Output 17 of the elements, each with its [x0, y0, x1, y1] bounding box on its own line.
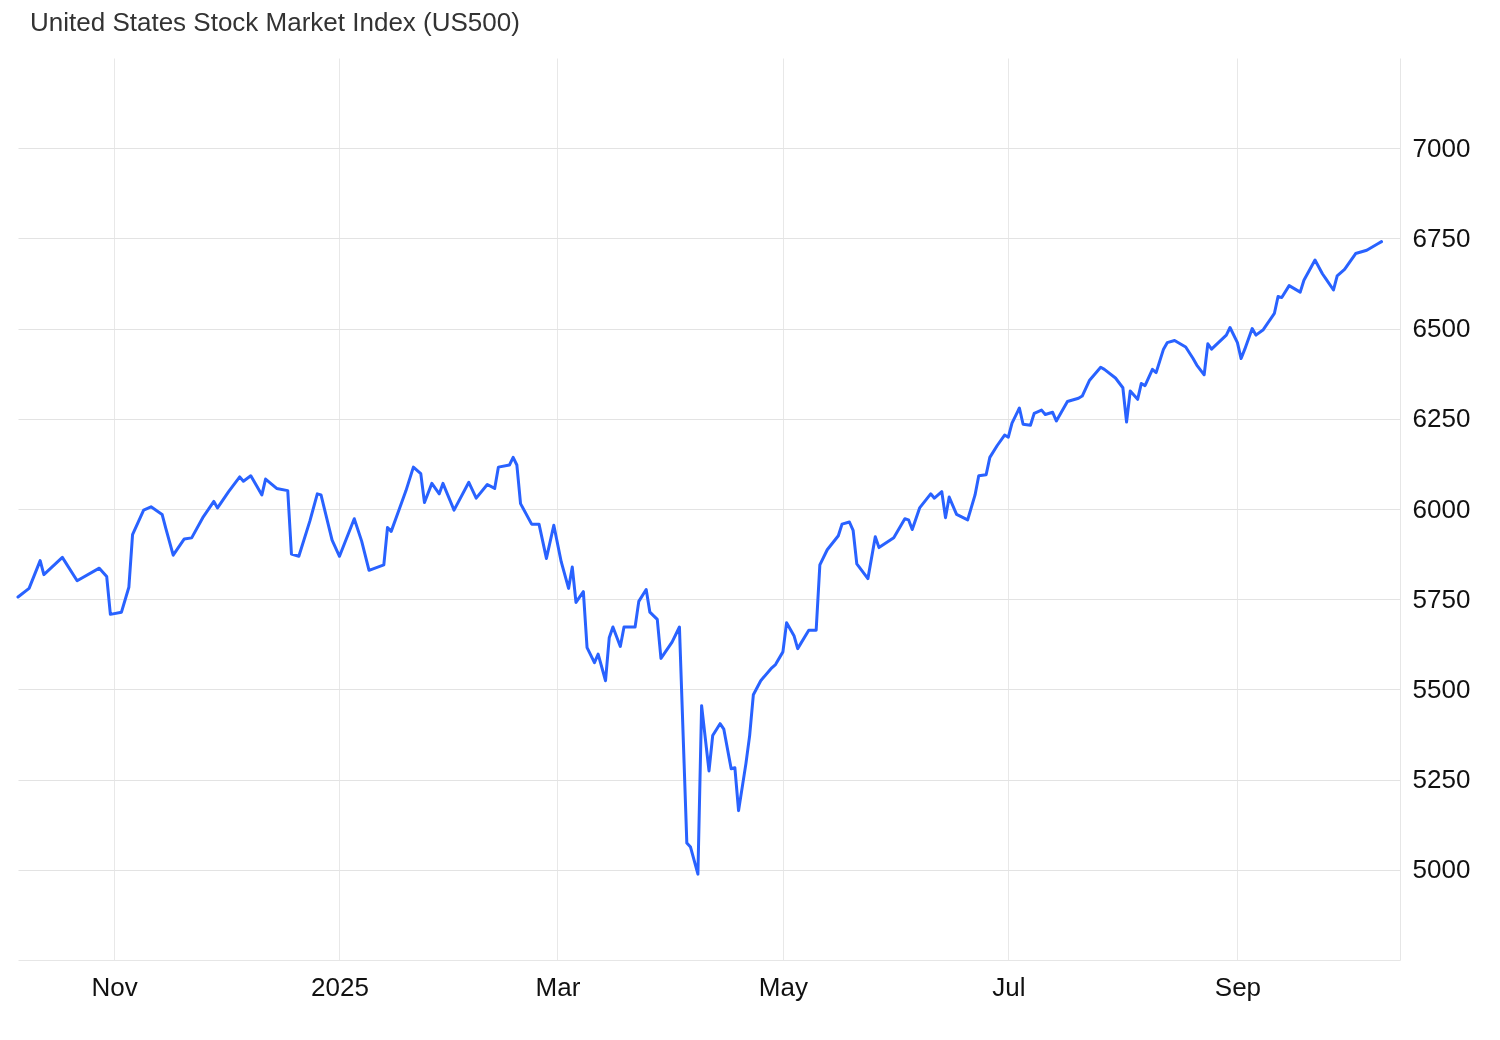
y-tick-label: 5500	[1412, 673, 1471, 704]
y-tick-label: 6250	[1412, 403, 1471, 434]
x-tick-label: Mar	[535, 971, 581, 1002]
x-tick-label: Jul	[992, 971, 1026, 1002]
x-tick-label: Nov	[91, 971, 138, 1002]
y-tick-label: 5000	[1412, 854, 1471, 885]
x-tick-label: May	[758, 971, 808, 1002]
y-tick-label: 6500	[1412, 313, 1471, 344]
chart-title: United States Stock Market Index (US500)	[30, 7, 520, 37]
y-tick-label: 6000	[1412, 493, 1471, 524]
line-series	[16, 240, 1384, 876]
y-tick-label: 7000	[1412, 132, 1471, 163]
x-tick-label: 2025	[311, 971, 369, 1002]
y-tick-label: 6750	[1412, 222, 1471, 253]
x-tick-label: Sep	[1214, 971, 1262, 1002]
y-tick-label: 5250	[1412, 764, 1471, 795]
y-tick-label: 5750	[1412, 583, 1471, 614]
